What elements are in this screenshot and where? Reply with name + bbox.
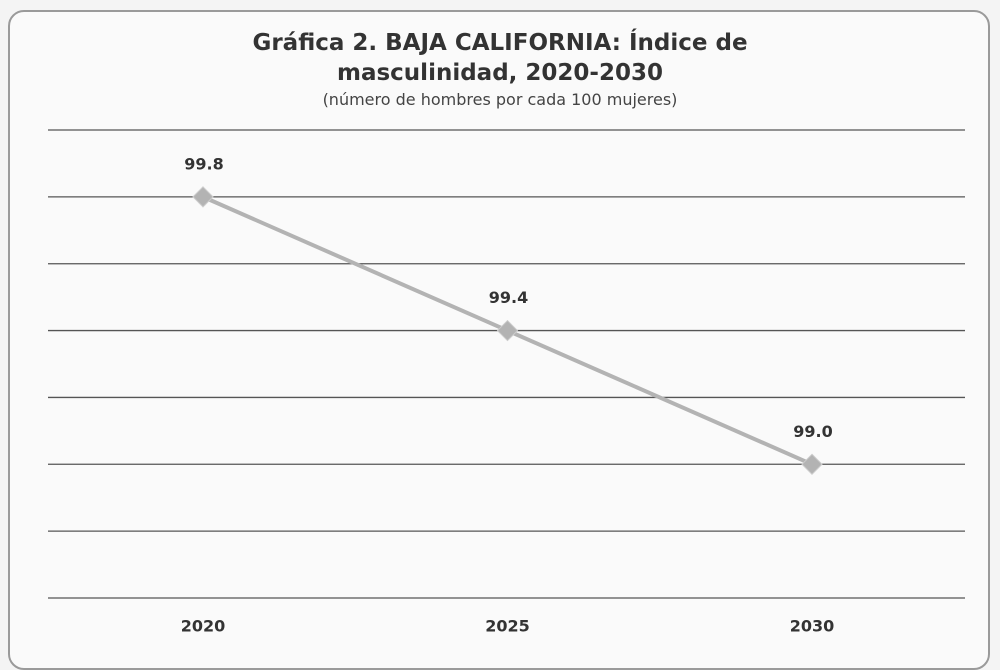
data-point: [193, 187, 213, 207]
data-label: 99.8: [184, 154, 223, 173]
chart: 2020 2025 2030 99.8 99.4 99.0: [0, 0, 1000, 662]
data-point: [498, 321, 518, 341]
x-tick-label: 2025: [485, 617, 530, 636]
x-tick-label: 2030: [790, 617, 835, 636]
data-point: [802, 454, 822, 474]
data-label: 99.4: [489, 288, 528, 307]
x-tick-label: 2020: [181, 617, 226, 636]
data-label: 99.0: [793, 422, 832, 441]
page: Gráfica 2. BAJA CALIFORNIA: Índice de ma…: [0, 0, 1000, 662]
